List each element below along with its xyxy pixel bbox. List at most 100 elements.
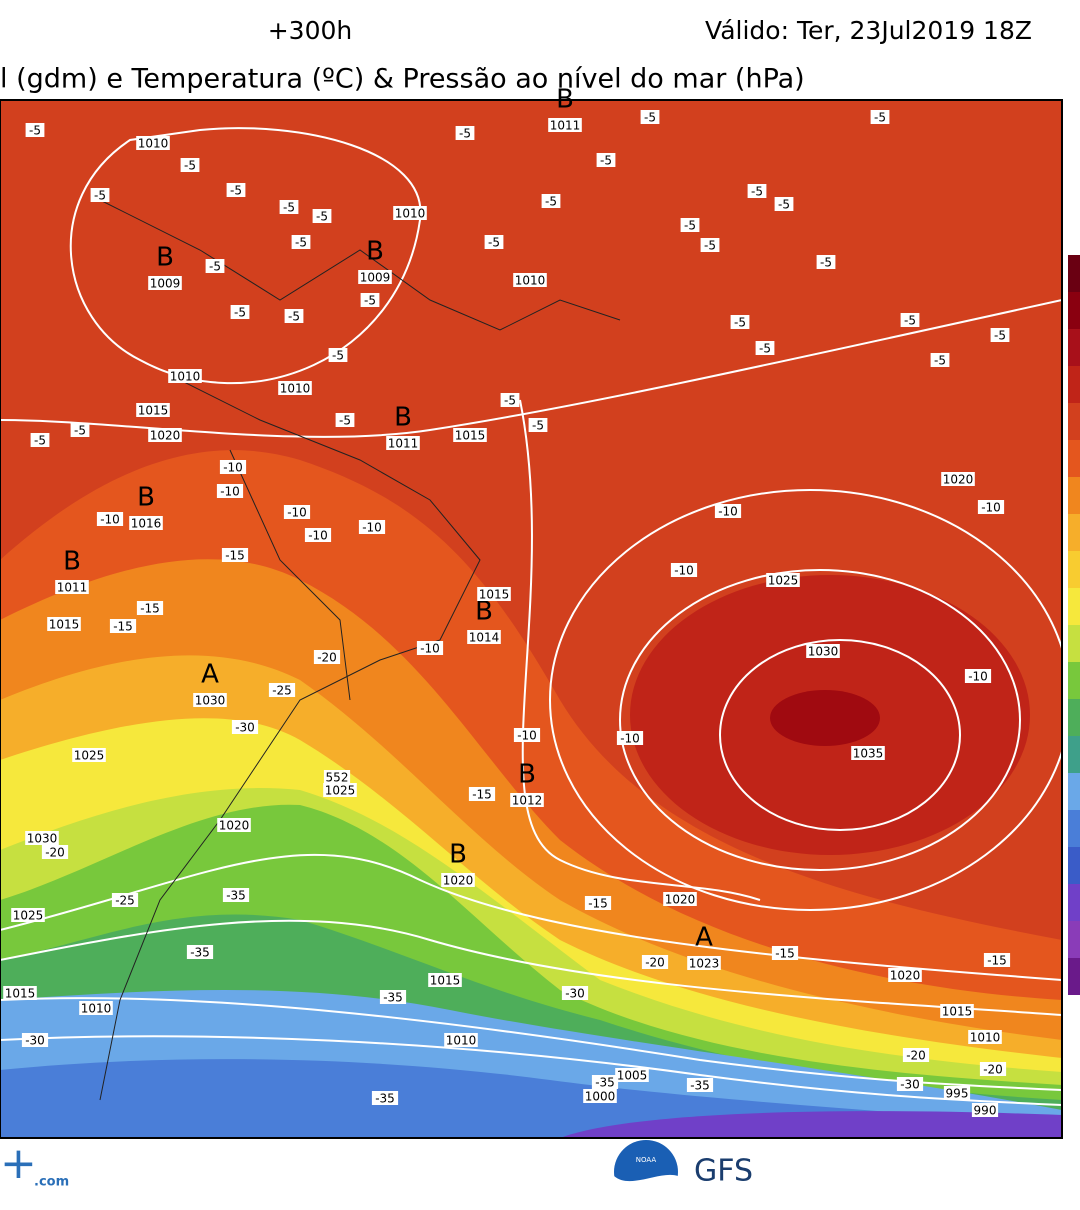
isotherm-label: -25 — [272, 684, 292, 698]
isobar-label-box — [79, 1001, 113, 1015]
colorbar-step — [1068, 625, 1080, 662]
isotherm-label: -5 — [751, 185, 763, 199]
isotherm-label-box — [468, 787, 496, 801]
isobar-label-box — [943, 1086, 971, 1100]
isotherm-label-box — [983, 953, 1011, 967]
isotherm-label: -5 — [994, 329, 1006, 343]
isotherm-label-box — [730, 315, 750, 329]
isobar-label-box — [941, 472, 975, 486]
isotherm-label: -5 — [364, 294, 376, 308]
isotherm-label-box — [755, 341, 775, 355]
isotherm-label-box — [747, 184, 767, 198]
isotherm-label-box — [714, 504, 742, 518]
isobar-label: 1025 — [74, 749, 105, 763]
isotherm-label-box — [930, 353, 950, 367]
isobar-label: 1010 — [81, 1002, 112, 1016]
pressure-center-value: 1030 — [195, 694, 226, 708]
isotherm-label-box — [371, 1091, 399, 1105]
isotherm-label: -20 — [983, 1063, 1003, 1077]
isobar-label-box — [513, 273, 547, 287]
colorbar-step — [1068, 514, 1080, 551]
isotherm-label-box — [379, 990, 407, 1004]
isotherm-label: -5 — [94, 189, 106, 203]
pressure-center-letter: B — [156, 243, 174, 273]
isobar-label-box — [148, 428, 182, 442]
isobar-label-box — [615, 1068, 649, 1082]
isotherm-label-box — [528, 418, 548, 432]
colorbar-step — [1068, 921, 1080, 958]
pressure-center-value: 1012 — [512, 794, 543, 808]
temperature-field — [0, 100, 1062, 1138]
isotherm-label-box — [222, 888, 250, 902]
isotherm-label: -5 — [600, 154, 612, 168]
isotherm-label: -5 — [704, 239, 716, 253]
lead-time: +300h — [268, 16, 353, 45]
isotherm-label: -15 — [113, 620, 133, 634]
colorbar-step — [1068, 477, 1080, 514]
isotherm-label-box — [870, 110, 890, 124]
isotherm-label: -5 — [332, 349, 344, 363]
isotherm-label: -5 — [934, 354, 946, 368]
pressure-center-value: 1020 — [443, 874, 474, 888]
isobar-label-box — [971, 1103, 999, 1117]
colorbar-step — [1068, 958, 1080, 995]
isotherm-label: -35 — [595, 1076, 615, 1090]
colorbar-step — [1068, 588, 1080, 625]
pressure-center-value-box — [193, 693, 227, 707]
isobar-label-box — [444, 1033, 478, 1047]
pressure-center-value-box — [55, 580, 89, 594]
isotherm-label-box — [455, 126, 475, 140]
isobar-label: 1030 — [27, 832, 58, 846]
isotherm-label-box — [979, 1062, 1007, 1076]
isotherm-label: -35 — [375, 1092, 395, 1106]
isobar-label: 1015 — [455, 429, 486, 443]
isotherm-label-box — [500, 393, 520, 407]
isobar-label: 990 — [974, 1104, 997, 1118]
isotherm-label-box — [328, 348, 348, 362]
isotherm-label: -5 — [504, 394, 516, 408]
isotherm-label-box — [686, 1078, 714, 1092]
pressure-center-letter: B — [394, 403, 412, 433]
colorbar-step — [1068, 329, 1080, 366]
isotherm-label: -15 — [588, 897, 608, 911]
isotherm-label: -25 — [115, 894, 135, 908]
pressure-center-letter: A — [695, 923, 713, 953]
pressure-center-value-box — [441, 873, 475, 887]
isotherm-label: -30 — [235, 721, 255, 735]
isotherm-label: -5 — [234, 306, 246, 320]
isotherm-label: -5 — [778, 198, 790, 212]
isotherm-label: -10 — [308, 529, 328, 543]
colorbar-step — [1068, 366, 1080, 403]
logo-plus: + — [0, 1138, 37, 1189]
isotherm-label-box — [304, 528, 332, 542]
isotherm-label: -10 — [517, 729, 537, 743]
isobar-label: 1020 — [219, 819, 250, 833]
isotherm-label: -30 — [900, 1078, 920, 1092]
isotherm-label: -15 — [140, 602, 160, 616]
isotherm-label-box — [284, 309, 304, 323]
isotherm-label: -20 — [906, 1049, 926, 1063]
isotherm-label: -5 — [74, 424, 86, 438]
pressure-center-value-box — [467, 630, 501, 644]
isotherm-label-box — [30, 433, 50, 447]
pressure-center-value: 1014 — [469, 631, 500, 645]
isobar-label: 1015 — [942, 1005, 973, 1019]
isotherm-label-box — [680, 218, 700, 232]
isotherm-label: -35 — [383, 991, 403, 1005]
isotherm-label: -5 — [532, 419, 544, 433]
isotherm-label: -5 — [644, 111, 656, 125]
isobar-label: 1025 — [13, 909, 44, 923]
isotherm-label-box — [990, 328, 1010, 342]
isotherm-label-box — [816, 255, 836, 269]
isotherm-label: -15 — [987, 954, 1007, 968]
thickness-label: 552 — [326, 771, 349, 785]
isotherm-label-box — [279, 200, 299, 214]
isotherm-label: -5 — [874, 111, 886, 125]
isotherm-label-box — [283, 505, 311, 519]
pressure-center-letter: B — [63, 547, 81, 577]
map-frame — [0, 99, 1063, 1139]
isobar-label: 1010 — [395, 207, 426, 221]
isobar-label-box — [968, 1030, 1002, 1044]
pressure-center-letter: A — [201, 660, 219, 690]
isotherm-label-box — [900, 313, 920, 327]
